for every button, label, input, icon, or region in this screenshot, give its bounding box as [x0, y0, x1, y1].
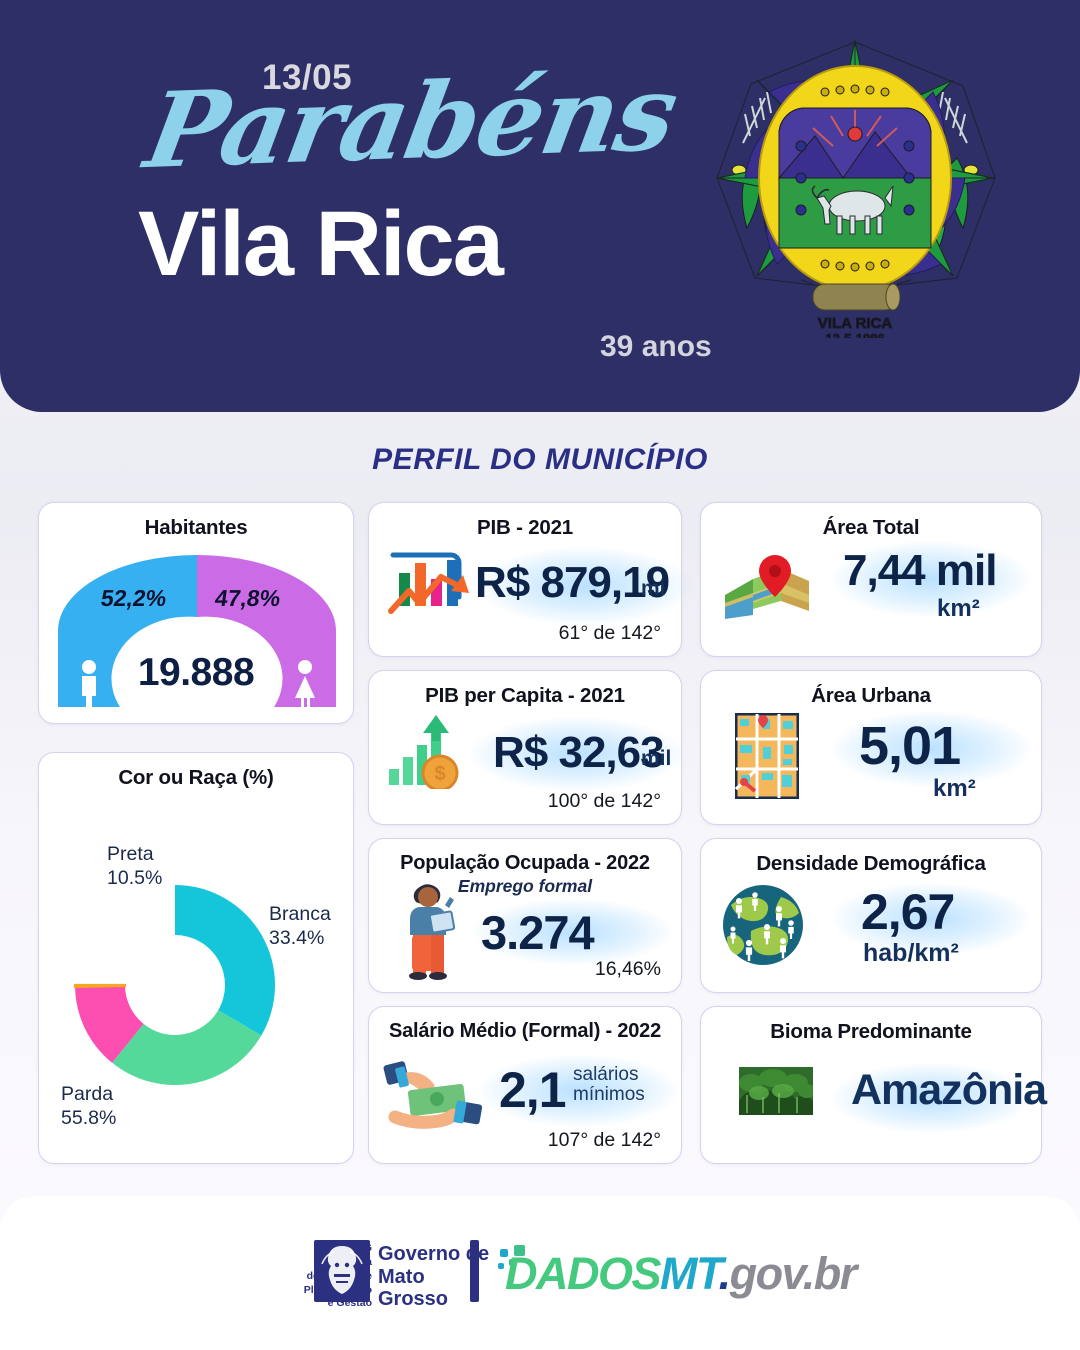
- footer-divider: [470, 1240, 479, 1302]
- donut-label-preta: Preta 10.5%: [107, 843, 163, 889]
- female-figure-icon: [295, 660, 315, 707]
- pib-per-capita-rank: 100° de 142°: [547, 790, 661, 812]
- card-habitantes: Habitantes 52,2% 47,8% 19.888: [38, 502, 354, 724]
- card-title-area-urbana: Área Urbana: [811, 684, 931, 707]
- governo-mato-grosso-text: Governo de Mato Grosso: [378, 1243, 490, 1311]
- gender-gauge-chart: [58, 555, 336, 707]
- dados-mt-mark-icon: [498, 1245, 525, 1269]
- densidade-unit: hab/km²: [863, 939, 959, 967]
- populacao-ocupada-rank: 16,46%: [594, 958, 661, 980]
- bar-chart-growth-icon: [388, 552, 469, 614]
- card-pib-per-capita: PIB per Capita - 2021 $ R$ 32,63 mil 100…: [368, 670, 684, 825]
- growth-chart-coin-icon: $: [389, 715, 459, 789]
- card-populacao-ocupada: População Ocupada - 2022 Emprego formal …: [368, 838, 682, 993]
- card-title-populacao-ocupada: População Ocupada - 2022: [400, 852, 650, 874]
- area-total-value: 7,44 mil: [843, 546, 997, 595]
- card-salario-medio: Salário Médio (Formal) - 2022 2,1 salári…: [368, 1006, 682, 1164]
- card-area-total: Área Total 7,44 mil km²: [700, 502, 1042, 657]
- mato-grosso-coat-of-arms-icon: [314, 1240, 370, 1302]
- globe-people-icon: [723, 885, 803, 965]
- card-title-pib: PIB - 2021: [477, 516, 573, 539]
- coat-of-arms-icon: VILA RICA 13-5-1986: [716, 39, 996, 338]
- card-title-area-total: Área Total: [822, 516, 920, 539]
- crest-subcaption-text: 13-5-1986: [825, 331, 884, 338]
- populacao-ocupada-value: 3.274: [481, 906, 595, 959]
- donut-label-parda: Parda 55.8%: [61, 1083, 117, 1129]
- card-title-cor-raca: Cor ou Raça (%): [118, 766, 274, 789]
- densidade-value: 2,67: [861, 884, 955, 940]
- greeting-script-text: Parabéns: [137, 50, 685, 193]
- header-banner: Parabéns 13/05 Vila Rica 39 anos: [0, 0, 1080, 412]
- pib-unit: mi: [641, 577, 666, 600]
- forest-icon: [739, 1067, 813, 1115]
- card-densidade: Densidade Demográfica 2,67 hab/km²: [700, 838, 1042, 993]
- card-pib: PIB - 2021 R$ 879,19 mi 61° de 142°: [368, 502, 692, 657]
- section-title: PERFIL DO MUNICÍPIO: [372, 443, 708, 476]
- donut-label-branca: Branca 33.4%: [269, 903, 331, 949]
- salario-medio-rank: 107° de 142°: [547, 1129, 661, 1151]
- footer-panel: [0, 1196, 1080, 1350]
- salario-medio-unit: salários mínimos: [573, 1064, 645, 1105]
- pib-per-capita-value: R$ 32,63: [493, 728, 665, 777]
- pib-value: R$ 879,19: [475, 558, 670, 607]
- card-title-bioma: Bioma Predominante: [770, 1020, 972, 1043]
- card-subtitle-populacao-ocupada: Emprego formal: [457, 876, 593, 896]
- pib-per-capita-unit: mil: [641, 747, 672, 770]
- card-title-densidade: Densidade Demográfica: [756, 852, 986, 875]
- anniversary-years: 39 anos: [600, 330, 712, 363]
- card-bioma: Bioma Predominante Amazônia: [700, 1006, 1047, 1164]
- hand-money-icon: [383, 1061, 483, 1129]
- female-percent-label: 47,8%: [213, 585, 283, 611]
- city-name-title: Vila Rica: [138, 193, 504, 295]
- bioma-value: Amazônia: [851, 1066, 1047, 1114]
- area-urbana-value: 5,01: [859, 716, 961, 776]
- population-total-value: 19.888: [137, 651, 255, 694]
- pib-rank: 61° de 142°: [558, 622, 661, 644]
- anniversary-date: 13/05: [262, 58, 353, 97]
- crest-caption-text: VILA RICA: [818, 315, 893, 332]
- area-urbana-unit: km²: [933, 775, 976, 802]
- race-donut-chart: [73, 885, 275, 1085]
- male-percent-label: 52,2%: [99, 585, 169, 611]
- male-figure-icon: [82, 660, 96, 707]
- card-title-habitantes: Habitantes: [144, 516, 248, 539]
- card-area-urbana: Área Urbana 5,01 km²: [700, 670, 1042, 825]
- area-total-unit: km²: [937, 595, 980, 622]
- dadosmt-logo[interactable]: DADOSMT.gov.br: [505, 1248, 857, 1299]
- map-pin-icon: [725, 555, 809, 619]
- card-title-salario-medio: Salário Médio (Formal) - 2022: [388, 1020, 662, 1042]
- worker-person-icon: [409, 884, 456, 980]
- salario-medio-value: 2,1: [499, 1062, 567, 1118]
- card-cor-raca: Cor ou Raça (%) Preta 10.5% Branca 33.4%…: [38, 752, 354, 1164]
- city-map-icon: [735, 713, 799, 799]
- card-title-pib-per-capita: PIB per Capita - 2021: [425, 684, 625, 707]
- svg-text:$: $: [434, 763, 445, 785]
